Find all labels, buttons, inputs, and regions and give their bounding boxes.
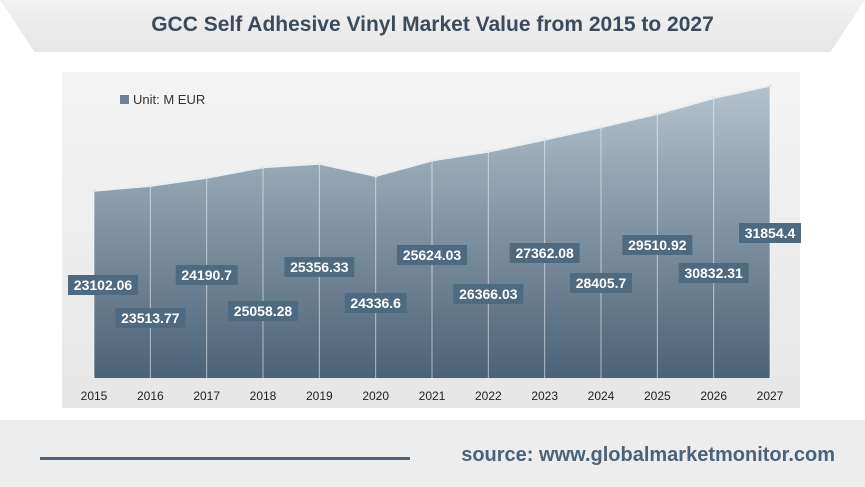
footer-band: [0, 420, 865, 487]
x-tick-label: 2017: [193, 389, 220, 403]
x-tick-label: 2025: [644, 389, 671, 403]
data-point: [261, 165, 265, 169]
x-tick-label: 2019: [306, 389, 333, 403]
data-point: [655, 112, 659, 116]
data-label: 24336.6: [350, 295, 401, 311]
legend-swatch: [120, 95, 129, 104]
data-label-box: [739, 223, 801, 243]
data-label-box: [68, 275, 138, 295]
x-tick-label: 2021: [419, 389, 446, 403]
data-point: [599, 125, 603, 129]
data-label: 24190.7: [181, 267, 232, 283]
data-label: 25058.28: [234, 303, 293, 319]
data-label: 29510.92: [628, 237, 687, 253]
title-band: [0, 0, 865, 52]
source-text: source: www.globalmarketmonitor.com: [461, 444, 835, 466]
data-label: 25624.03: [403, 247, 462, 263]
data-point: [92, 189, 96, 193]
data-label-box: [570, 273, 632, 293]
data-point: [317, 162, 321, 166]
data-label: 26366.03: [459, 286, 518, 302]
chart-title: GCC Self Adhesive Vinyl Market Value fro…: [151, 13, 714, 36]
data-label-box: [115, 308, 186, 328]
data-label: 28405.7: [576, 275, 627, 291]
legend-label: Unit: M EUR: [133, 92, 205, 107]
data-point: [148, 184, 152, 188]
x-tick-label: 2016: [137, 389, 164, 403]
data-label-box: [678, 263, 749, 283]
data-label: 23102.06: [74, 277, 133, 293]
data-point: [374, 174, 378, 178]
x-tick-label: 2027: [757, 389, 784, 403]
data-label-box: [228, 301, 298, 321]
data-point: [543, 138, 547, 142]
data-label: 31854.4: [745, 225, 796, 241]
data-label-box: [344, 293, 407, 313]
x-tick-label: 2018: [250, 389, 277, 403]
x-tick-label: 2026: [700, 389, 727, 403]
x-tick-label: 2023: [531, 389, 558, 403]
data-point: [430, 159, 434, 163]
x-tick-label: 2015: [81, 389, 108, 403]
data-label-box: [284, 257, 355, 277]
x-tick-label: 2022: [475, 389, 502, 403]
data-point: [486, 150, 490, 154]
data-label: 23513.77: [121, 310, 180, 326]
area-chart: 2015 2016 2017 2018 2019 2020 2021 2022 2023 2024…: [68, 84, 801, 403]
data-label-box: [175, 265, 238, 285]
data-point: [712, 96, 716, 100]
data-label-box: [509, 243, 580, 263]
data-label: 30832.31: [684, 265, 743, 281]
data-label: 27362.08: [515, 245, 574, 261]
x-tick-label: 2020: [362, 389, 389, 403]
data-label-box: [622, 235, 693, 255]
data-label-box: [397, 245, 467, 265]
x-tick-label: 2024: [588, 389, 615, 403]
data-label: 25356.33: [290, 259, 349, 275]
data-point: [768, 84, 772, 88]
footer-divider: [40, 457, 410, 460]
data-label-box: [453, 284, 524, 304]
data-point: [205, 176, 209, 180]
